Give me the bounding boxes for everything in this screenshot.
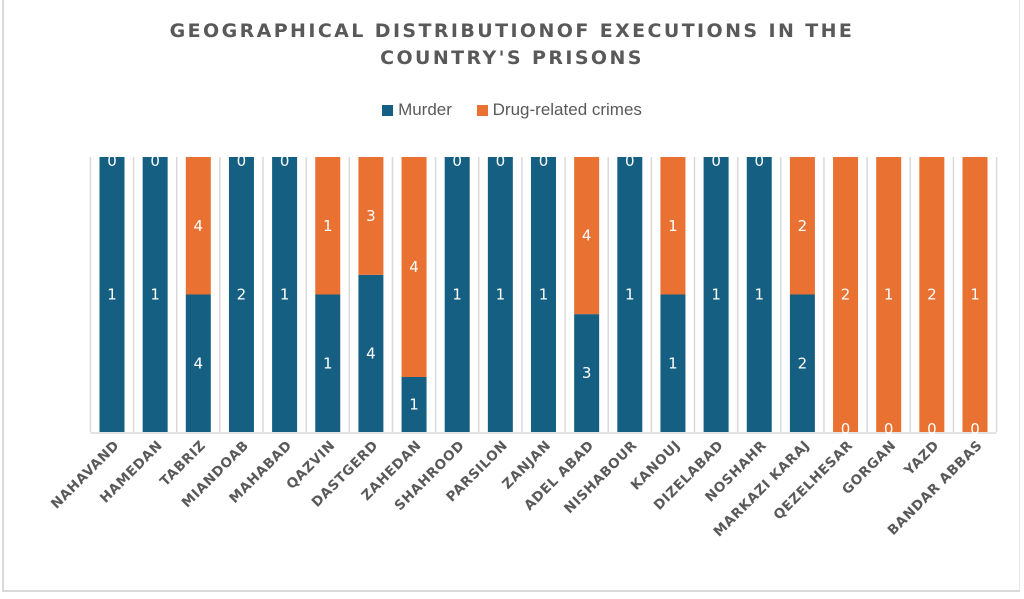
data-label-drug-related: 4 [409,258,419,276]
bar-drug-related [833,157,859,432]
chart-legend: Murder Drug-related crimes [0,100,1024,121]
x-tick-label: QEZELHESAR [771,438,857,524]
data-label-drug-related: 0 [711,152,721,170]
bar-murder [660,294,686,432]
data-label-murder: 1 [668,354,678,372]
data-label-drug-related: 0 [754,152,764,170]
data-label-murder: 4 [194,354,204,372]
bar-murder [142,157,168,432]
bar-murder [401,377,427,432]
bar-murder [444,157,470,432]
bar-murder [185,294,211,432]
data-label-drug-related: 0 [539,152,549,170]
bar-murder [703,157,729,432]
data-label-murder: 1 [452,286,462,304]
data-label-murder: 2 [237,286,247,304]
bar-murder [487,157,513,432]
bar-murder [315,294,341,432]
chart-title-line-1: GEOGRAPHICAL DISTRIBUTIONOF EXECUTIONS I… [169,20,855,42]
bar-murder [789,294,815,432]
data-label-drug-related: 0 [237,152,247,170]
data-label-murder: 1 [409,396,419,414]
bar-drug-related [401,157,427,377]
data-label-drug-related: 1 [970,286,980,304]
bar-drug-related [315,157,341,295]
bar-drug-related [919,157,945,432]
data-label-drug-related: 2 [798,217,808,235]
data-label-drug-related: 0 [496,152,506,170]
data-label-murder: 0 [884,420,894,438]
data-label-murder: 1 [107,286,117,304]
data-label-drug-related: 0 [625,152,635,170]
bar-drug-related [574,157,600,315]
data-label-murder: 1 [323,354,333,372]
data-label-murder: 0 [927,420,937,438]
data-label-drug-related: 0 [280,152,290,170]
bar-murder [228,157,254,432]
x-tick-label: YAZD [901,438,943,480]
data-label-drug-related: 4 [194,217,204,235]
legend-swatch-murder [382,104,394,116]
bar-drug-related [660,157,686,295]
data-label-murder: 1 [539,286,549,304]
data-label-murder: 1 [280,286,290,304]
data-label-drug-related: 3 [366,207,376,225]
data-label-murder: 1 [496,286,506,304]
bar-drug-related [358,157,384,275]
bar-murder [531,157,556,432]
data-label-drug-related: 0 [107,152,117,170]
legend-item-murder: Murder [382,100,452,120]
chart-title-line-2: COUNTRY'S PRISONS [380,47,644,69]
data-label-murder: 1 [711,286,721,304]
bar-murder [272,157,298,432]
bar-murder [358,274,384,432]
data-label-drug-related: 1 [884,286,894,304]
data-label-murder: 4 [366,344,376,362]
bar-murder [99,157,125,432]
data-label-murder: 0 [970,420,980,438]
data-label-murder: 2 [798,354,808,372]
data-label-drug-related: 2 [841,286,851,304]
data-label-murder: 1 [625,286,635,304]
bar-murder [746,157,772,432]
bar-drug-related [962,157,988,432]
bar-drug-related [876,157,902,432]
data-label-drug-related: 0 [452,152,462,170]
legend-swatch-drug-related [476,104,488,116]
data-label-drug-related: 1 [323,217,333,235]
legend-item-drug-related: Drug-related crimes [476,100,642,120]
data-label-murder: 1 [754,286,764,304]
data-label-drug-related: 0 [150,152,160,170]
chart-title: GEOGRAPHICAL DISTRIBUTIONOF EXECUTIONS I… [0,18,1024,72]
data-label-murder: 3 [582,364,592,382]
data-label-drug-related: 2 [927,286,937,304]
bar-drug-related [185,157,211,295]
data-label-murder: 0 [841,420,851,438]
legend-label-murder: Murder [398,100,452,119]
data-label-murder: 1 [150,286,160,304]
bar-murder [574,314,600,432]
data-label-drug-related: 4 [582,227,592,245]
bar-drug-related [789,157,815,295]
data-label-drug-related: 1 [668,217,678,235]
legend-label-drug-related: Drug-related crimes [492,100,642,119]
bar-murder [617,157,643,432]
